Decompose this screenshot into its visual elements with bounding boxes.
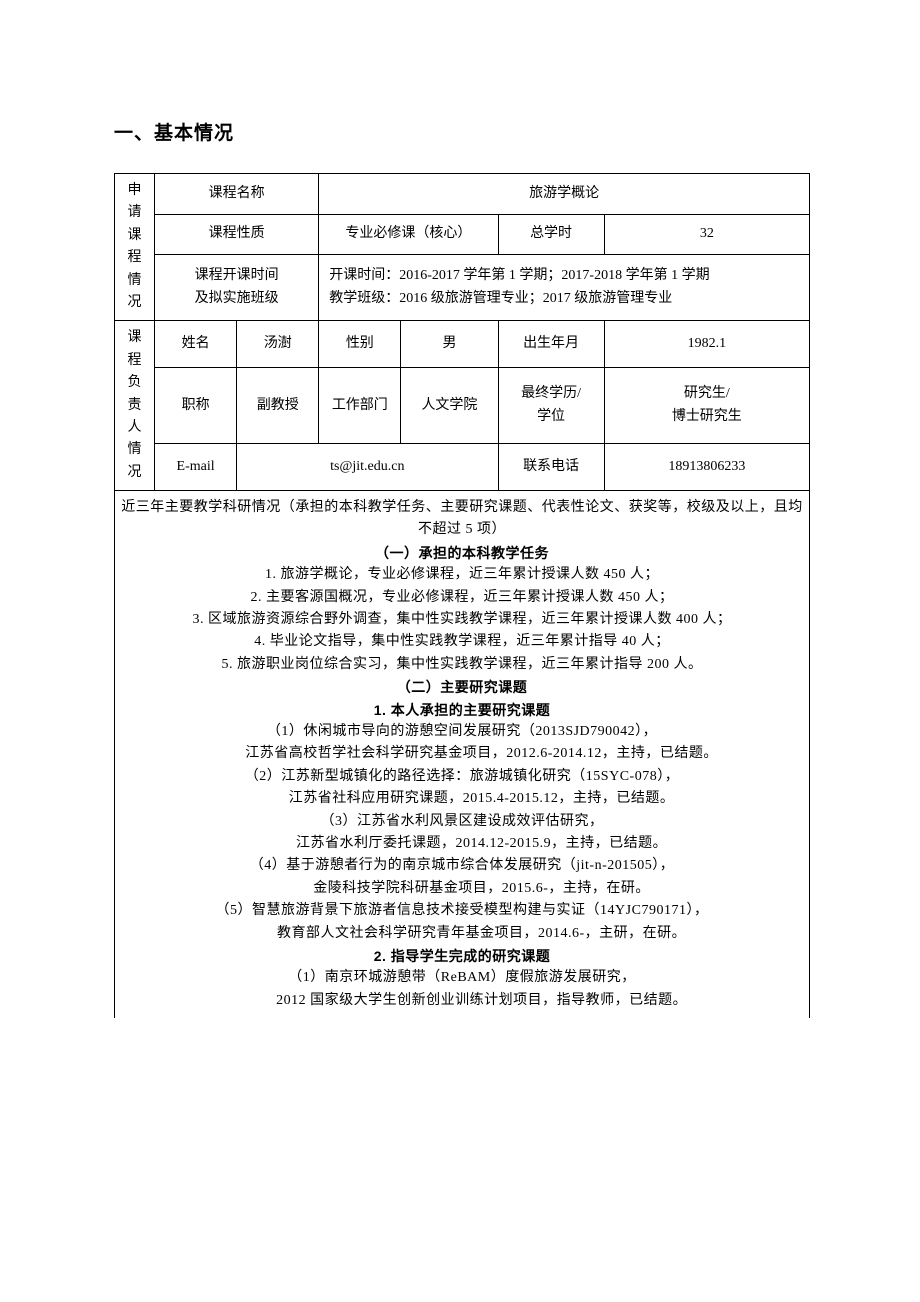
leader-dept-label: 工作部门 bbox=[319, 368, 401, 444]
course-hours-value: 32 bbox=[604, 214, 809, 255]
leader-gender-label: 性别 bbox=[319, 321, 401, 368]
leader-birth-label: 出生年月 bbox=[498, 321, 604, 368]
s2a-item: （4）基于游憩者行为的南京城市综合体发展研究（jit-n-201505）， bbox=[119, 855, 805, 877]
leader-phone-label: 联系电话 bbox=[498, 444, 604, 491]
course-name-value: 旅游学概论 bbox=[319, 174, 810, 215]
open-time: 开课时间：2016-2017 学年第 1 学期；2017-2018 学年第 1 … bbox=[329, 268, 709, 283]
leader-email-label: E-mail bbox=[155, 444, 237, 491]
intro-text: 近三年主要教学科研情况（承担的本科教学任务、主要研究课题、代表性论文、获奖等，校… bbox=[119, 497, 805, 542]
course-hours-label: 总学时 bbox=[498, 214, 604, 255]
info-table: 申请课程情况 课程名称 旅游学概论 课程性质 专业必修课（核心） 总学时 32 … bbox=[114, 173, 810, 1018]
teach-class: 教学班级：2016 级旅游管理专业；2017 级旅游管理专业 bbox=[329, 291, 672, 306]
side-label-apply: 申请课程情况 bbox=[115, 174, 155, 321]
leader-name-value: 汤澍 bbox=[237, 321, 319, 368]
section-heading: 一、基本情况 bbox=[114, 118, 810, 145]
s2a-item-sub: 教育部人文社会科学研究青年基金项目，2014.6-，主研，在研。 bbox=[119, 923, 805, 945]
s2b-item: （1）南京环城游憩带（ReBAM）度假旅游发展研究， bbox=[119, 967, 805, 989]
leader-gender-value: 男 bbox=[401, 321, 498, 368]
s2a-item-sub: 江苏省高校哲学社会科学研究基金项目，2012.6-2014.12，主持，已结题。 bbox=[119, 743, 805, 765]
s2a-item: （5）智慧旅游背景下旅游者信息技术接受模型构建与实证（14YJC790171）， bbox=[119, 900, 805, 922]
s2a-item-sub: 江苏省水利厅委托课题，2014.12-2015.9，主持，已结题。 bbox=[119, 833, 805, 855]
s2a-item-sub: 金陵科技学院科研基金项目，2015.6-，主持，在研。 bbox=[119, 878, 805, 900]
leader-edu-value: 研究生/博士研究生 bbox=[604, 368, 809, 444]
s2a-title: 1. 本人承担的主要研究课题 bbox=[119, 699, 805, 721]
s2a-item: （2）江苏新型城镇化的路径选择：旅游城镇化研究（15SYC-078）， bbox=[119, 766, 805, 788]
s2-title: （二）主要研究课题 bbox=[119, 676, 805, 698]
course-nature-value: 专业必修课（核心） bbox=[319, 214, 498, 255]
leader-email-value: ts@jit.edu.cn bbox=[237, 444, 498, 491]
s2b-item-sub: 2012 国家级大学生创新创业训练计划项目，指导教师，已结题。 bbox=[119, 990, 805, 1012]
s2a-item-sub: 江苏省社科应用研究课题，2015.4-2015.12，主持，已结题。 bbox=[119, 788, 805, 810]
course-time-class-label-2: 及拟实施班级 bbox=[195, 291, 279, 306]
s1-item: 4. 毕业论文指导，集中性实践教学课程，近三年累计指导 40 人； bbox=[119, 631, 805, 653]
leader-phone-value: 18913806233 bbox=[604, 444, 809, 491]
s1-item: 1. 旅游学概论，专业必修课程，近三年累计授课人数 450 人； bbox=[119, 564, 805, 586]
leader-edu-label: 最终学历/学位 bbox=[498, 368, 604, 444]
s1-item: 2. 主要客源国概况，专业必修课程，近三年累计授课人数 450 人； bbox=[119, 587, 805, 609]
course-time-class-value: 开课时间：2016-2017 学年第 1 学期；2017-2018 学年第 1 … bbox=[319, 255, 810, 321]
s1-item: 5. 旅游职业岗位综合实习，集中性实践教学课程，近三年累计指导 200 人。 bbox=[119, 654, 805, 676]
course-nature-label: 课程性质 bbox=[155, 214, 319, 255]
side-label-leader: 课程负责人情况 bbox=[115, 321, 155, 491]
course-time-class-label: 课程开课时间 及拟实施班级 bbox=[155, 255, 319, 321]
course-time-class-label-1: 课程开课时间 bbox=[195, 268, 279, 283]
leader-birth-value: 1982.1 bbox=[604, 321, 809, 368]
page: 一、基本情况 申请课程情况 课程名称 旅游学概论 课程性质 专业必修课（核心） … bbox=[0, 0, 920, 1058]
leader-title-value: 副教授 bbox=[237, 368, 319, 444]
s2a-item: （3）江苏省水利风景区建设成效评估研究， bbox=[119, 811, 805, 833]
s1-title: （一）承担的本科教学任务 bbox=[119, 542, 805, 564]
course-name-label: 课程名称 bbox=[155, 174, 319, 215]
leader-dept-value: 人文学院 bbox=[401, 368, 498, 444]
s2b-title: 2. 指导学生完成的研究课题 bbox=[119, 945, 805, 967]
leader-name-label: 姓名 bbox=[155, 321, 237, 368]
leader-title-label: 职称 bbox=[155, 368, 237, 444]
s2a-item: （1）休闲城市导向的游憩空间发展研究（2013SJD790042）， bbox=[119, 721, 805, 743]
s1-item: 3. 区域旅游资源综合野外调查，集中性实践教学课程，近三年累计授课人数 400 … bbox=[119, 609, 805, 631]
content-cell: 近三年主要教学科研情况（承担的本科教学任务、主要研究课题、代表性论文、获奖等，校… bbox=[115, 491, 810, 1018]
